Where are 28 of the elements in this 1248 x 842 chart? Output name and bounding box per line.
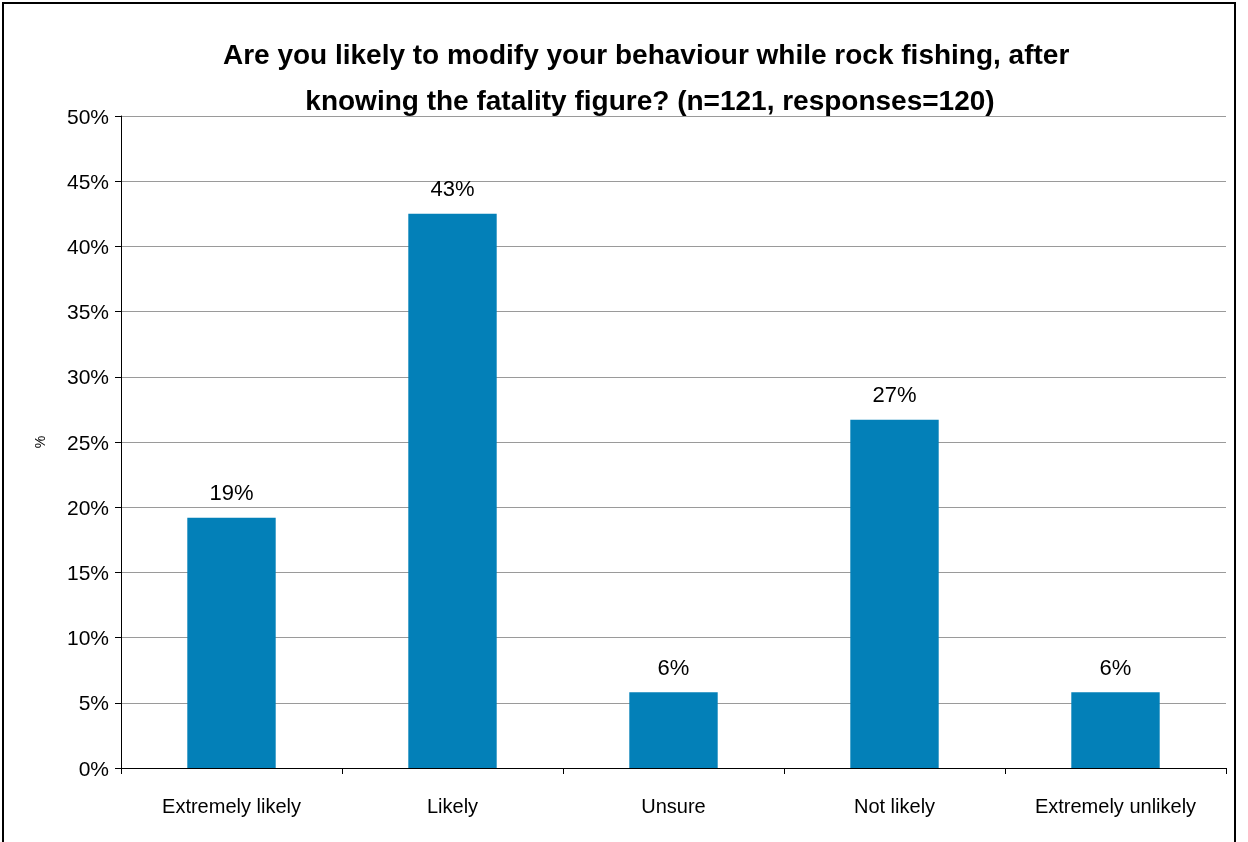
x-tick-label: Extremely likely — [162, 795, 301, 817]
y-tick-label: 5% — [78, 691, 109, 715]
bar — [408, 213, 497, 768]
y-tick-label: 45% — [66, 169, 109, 193]
y-tick-label: 15% — [66, 560, 109, 584]
y-tick-label: 25% — [66, 430, 109, 454]
y-axis-title: % — [32, 435, 48, 449]
y-tick-label: 20% — [66, 495, 109, 519]
data-label: 27% — [872, 382, 917, 408]
x-tick-label: Not likely — [853, 795, 936, 817]
data-label: 6% — [657, 654, 690, 680]
bar — [629, 692, 718, 768]
y-tick-label: 10% — [66, 626, 109, 650]
y-tick-label: 0% — [78, 756, 109, 780]
y-tick-label: 30% — [66, 365, 109, 389]
data-label: 43% — [430, 176, 475, 202]
y-tick-label: 35% — [66, 300, 109, 324]
x-tick-label: Likely — [426, 795, 479, 817]
x-tick-label: Extremely unlikely — [1034, 795, 1197, 817]
x-tick-label: Unsure — [641, 795, 706, 817]
y-tick-label: 50% — [66, 104, 109, 128]
chart-title: Are you likely to modify your behaviour while rock fishing, after knowing the fatality figure? (n=121, responses=120) — [222, 38, 1078, 116]
bar — [187, 517, 276, 768]
bar — [1071, 692, 1160, 768]
data-label: 6% — [1099, 654, 1132, 680]
data-label: 19% — [209, 480, 254, 506]
y-tick-label: 40% — [66, 234, 109, 258]
bar — [850, 419, 939, 768]
